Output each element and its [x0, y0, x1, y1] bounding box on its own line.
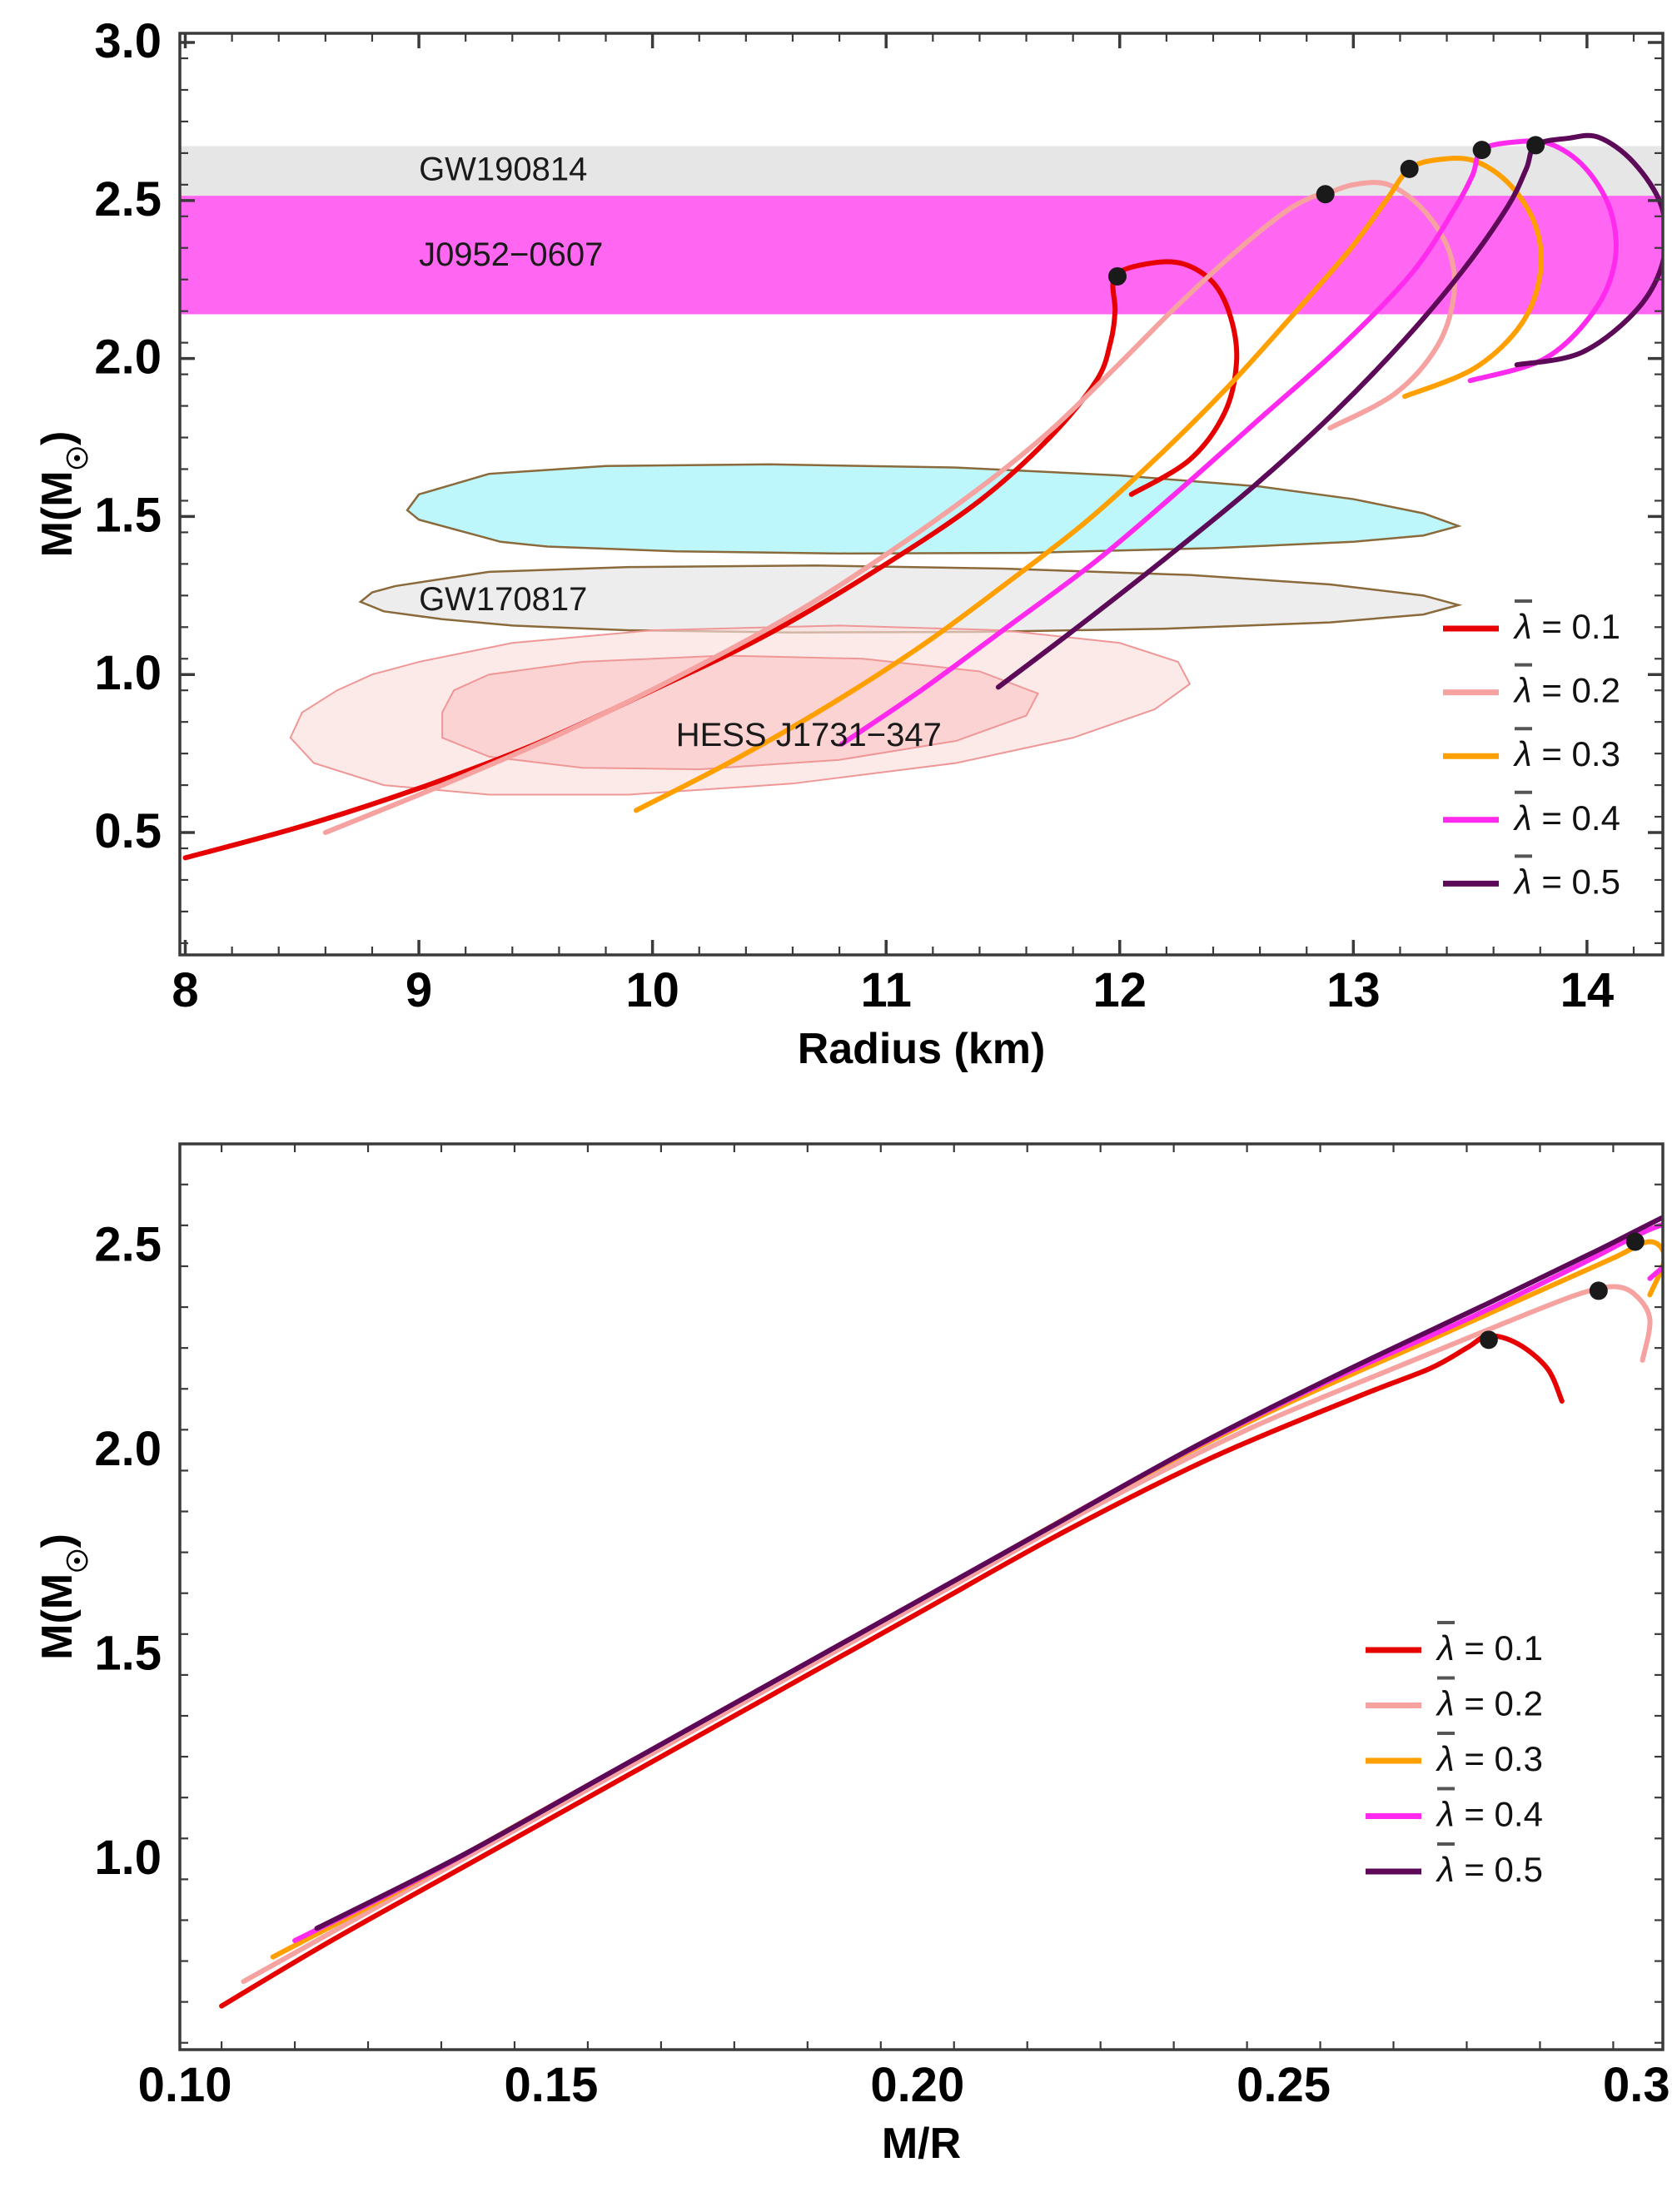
svg-text:M/R: M/R: [882, 2120, 961, 2168]
svg-text:9: 9: [406, 963, 432, 1017]
svg-text:10: 10: [625, 963, 679, 1017]
svg-text:3.0: 3.0: [94, 14, 162, 68]
svg-text:0.10: 0.10: [138, 2058, 232, 2112]
svg-text:0.5: 0.5: [94, 804, 162, 858]
svg-text:λ = 0.4: λ = 0.4: [1436, 1795, 1543, 1834]
svg-text:λ = 0.3: λ = 0.3: [1513, 734, 1620, 773]
svg-text:HESS J1731−347: HESS J1731−347: [676, 717, 942, 753]
svg-text:J0952−0607: J0952−0607: [419, 236, 603, 273]
svg-text:0.15: 0.15: [504, 2058, 598, 2112]
svg-text:λ = 0.5: λ = 0.5: [1513, 862, 1620, 901]
svg-text:λ = 0.5: λ = 0.5: [1436, 1850, 1543, 1889]
svg-text:0.30: 0.30: [1603, 2058, 1672, 2112]
svg-text:1.5: 1.5: [94, 488, 162, 542]
svg-text:λ = 0.4: λ = 0.4: [1513, 798, 1620, 838]
svg-text:2.0: 2.0: [94, 1422, 162, 1476]
svg-text:11: 11: [861, 963, 912, 1017]
svg-text:12: 12: [1093, 963, 1147, 1017]
svg-text:0.20: 0.20: [870, 2058, 964, 2112]
svg-text:13: 13: [1326, 963, 1381, 1017]
svg-text:GW170817: GW170817: [419, 581, 587, 618]
svg-text:2.5: 2.5: [94, 1217, 162, 1271]
svg-text:GW190814: GW190814: [419, 152, 587, 188]
svg-text:1.5: 1.5: [94, 1626, 162, 1680]
svg-text:14: 14: [1560, 963, 1615, 1017]
svg-text:0.25: 0.25: [1237, 2058, 1331, 2112]
svg-text:λ = 0.2: λ = 0.2: [1513, 671, 1620, 710]
svg-text:Radius (km): Radius (km): [798, 1025, 1046, 1073]
svg-text:1.0: 1.0: [94, 646, 162, 700]
svg-text:λ = 0.2: λ = 0.2: [1436, 1684, 1543, 1723]
svg-text:8: 8: [172, 963, 198, 1017]
svg-text:λ = 0.1: λ = 0.1: [1436, 1628, 1543, 1668]
svg-text:2.5: 2.5: [94, 172, 162, 226]
svg-text:λ = 0.3: λ = 0.3: [1436, 1739, 1543, 1778]
svg-text:2.0: 2.0: [94, 331, 162, 385]
svg-text:λ = 0.1: λ = 0.1: [1513, 607, 1620, 646]
svg-text:1.0: 1.0: [94, 1831, 162, 1885]
